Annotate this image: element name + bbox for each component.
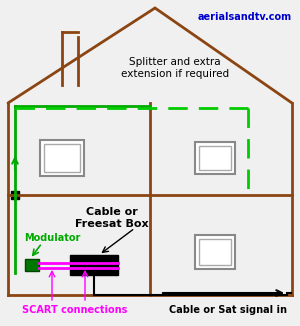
Bar <box>40 140 84 176</box>
Bar <box>25 259 39 271</box>
Bar <box>11 191 19 199</box>
Text: Splitter and extra
extension if required: Splitter and extra extension if required <box>121 57 229 79</box>
Bar <box>199 239 231 265</box>
Text: Cable or
Freesat Box: Cable or Freesat Box <box>75 207 149 229</box>
Bar <box>199 146 231 170</box>
Text: Cable or Sat signal in: Cable or Sat signal in <box>169 305 287 315</box>
Bar <box>70 255 118 275</box>
Text: aerialsandtv.com: aerialsandtv.com <box>198 12 292 22</box>
Bar <box>195 142 235 174</box>
Bar <box>44 144 80 172</box>
Text: Modulator: Modulator <box>24 233 80 243</box>
Text: SCART connections: SCART connections <box>22 305 128 315</box>
Bar <box>195 235 235 269</box>
